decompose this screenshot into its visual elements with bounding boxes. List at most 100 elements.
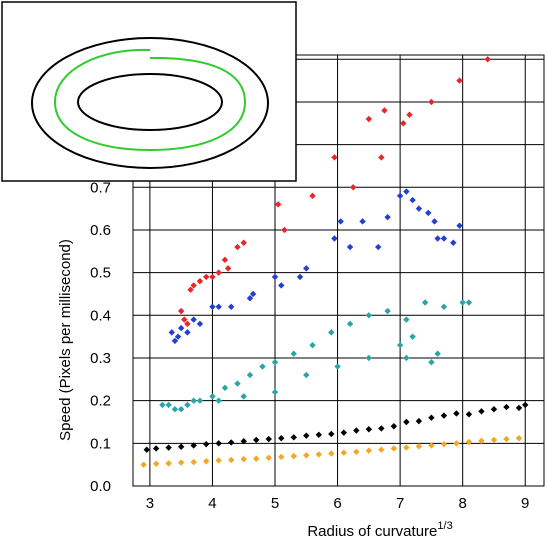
y-tick-label: 0.4: [90, 307, 111, 324]
data-point: [181, 316, 188, 323]
inset-frame: [1, 1, 297, 182]
data-point: [159, 401, 166, 409]
data-point: [453, 410, 460, 417]
data-point: [177, 324, 185, 332]
data-point: [265, 435, 272, 443]
data-point: [328, 430, 335, 438]
data-point: [271, 388, 279, 396]
data-point: [271, 359, 279, 366]
data-point: [215, 397, 222, 404]
data-point: [315, 451, 322, 458]
data-point: [384, 307, 391, 315]
data-point: [309, 192, 316, 200]
data-point: [196, 397, 204, 404]
x-label-text: Radius of curvature: [307, 523, 437, 540]
data-point: [365, 426, 373, 433]
data-point: [415, 443, 423, 450]
data-point: [522, 401, 529, 409]
data-point: [202, 440, 210, 448]
data-point: [350, 184, 357, 191]
data-point: [240, 393, 247, 400]
data-point: [403, 444, 410, 451]
path-trace: [53, 48, 247, 152]
data-point: [328, 329, 335, 336]
data-point: [400, 120, 407, 127]
data-point: [290, 452, 297, 460]
data-point: [202, 458, 210, 465]
y-tick-label: 0.1: [90, 435, 111, 452]
data-point: [240, 455, 247, 463]
data-point: [456, 222, 463, 229]
data-point: [378, 446, 385, 453]
data-point: [490, 405, 498, 413]
plot-frame: [132, 54, 545, 487]
data-point: [168, 329, 175, 336]
data-point: [384, 213, 391, 221]
data-point: [453, 440, 460, 447]
data-point: [515, 435, 523, 442]
data-point: [353, 427, 360, 434]
data-point: [346, 320, 354, 328]
data-point: [202, 273, 210, 281]
data-point: [271, 273, 279, 281]
data-point: [290, 434, 297, 441]
data-point: [303, 265, 310, 272]
data-point: [253, 436, 260, 444]
data-point: [450, 239, 457, 246]
data-point: [171, 405, 179, 413]
x-tick-label: 6: [333, 495, 341, 512]
data-point: [425, 209, 432, 217]
data-point: [196, 277, 204, 285]
data-point: [421, 299, 429, 306]
data-point: [281, 226, 288, 234]
data-point: [278, 453, 285, 461]
data-point: [165, 460, 172, 467]
data-point: [177, 307, 185, 315]
data-point: [440, 412, 448, 419]
data-point: [403, 354, 410, 362]
data-point: [152, 460, 160, 468]
data-point: [353, 448, 360, 456]
data-point: [184, 329, 191, 336]
data-point: [215, 269, 222, 276]
data-point: [365, 115, 373, 123]
data-point: [190, 282, 197, 289]
data-point: [381, 107, 388, 114]
data-point: [490, 436, 498, 444]
data-point: [209, 303, 216, 310]
x-axis-label: Radius of curvature1/3: [307, 520, 452, 540]
inset: [1, 1, 297, 182]
data-point: [215, 440, 222, 447]
data-point: [240, 437, 247, 445]
data-point: [459, 299, 466, 306]
data-point: [403, 316, 410, 323]
y-tick-label: 0.0: [90, 478, 111, 495]
data-point: [221, 384, 229, 392]
data-point: [396, 192, 404, 200]
data-point: [346, 243, 354, 251]
data-point: [406, 111, 413, 118]
data-point: [365, 354, 373, 362]
data-point: [503, 435, 510, 443]
data-point: [478, 437, 485, 444]
data-point: [403, 418, 410, 426]
data-point: [478, 408, 485, 415]
data-point: [296, 273, 304, 281]
y-tick-label: 0.3: [90, 350, 111, 367]
data-point: [274, 201, 282, 208]
data-point: [265, 454, 272, 462]
data-point: [440, 440, 448, 448]
data-point: [240, 239, 247, 246]
data-point: [431, 218, 438, 225]
data-point: [465, 438, 473, 446]
data-point: [215, 303, 222, 310]
data-point: [259, 363, 266, 370]
data-point: [234, 243, 241, 251]
data-point: [378, 154, 385, 161]
inner-oval: [77, 73, 223, 131]
outer-oval: [31, 37, 269, 169]
data-point: [174, 333, 182, 340]
data-point: [390, 445, 398, 452]
data-point: [187, 286, 194, 293]
data-point: [177, 405, 185, 413]
